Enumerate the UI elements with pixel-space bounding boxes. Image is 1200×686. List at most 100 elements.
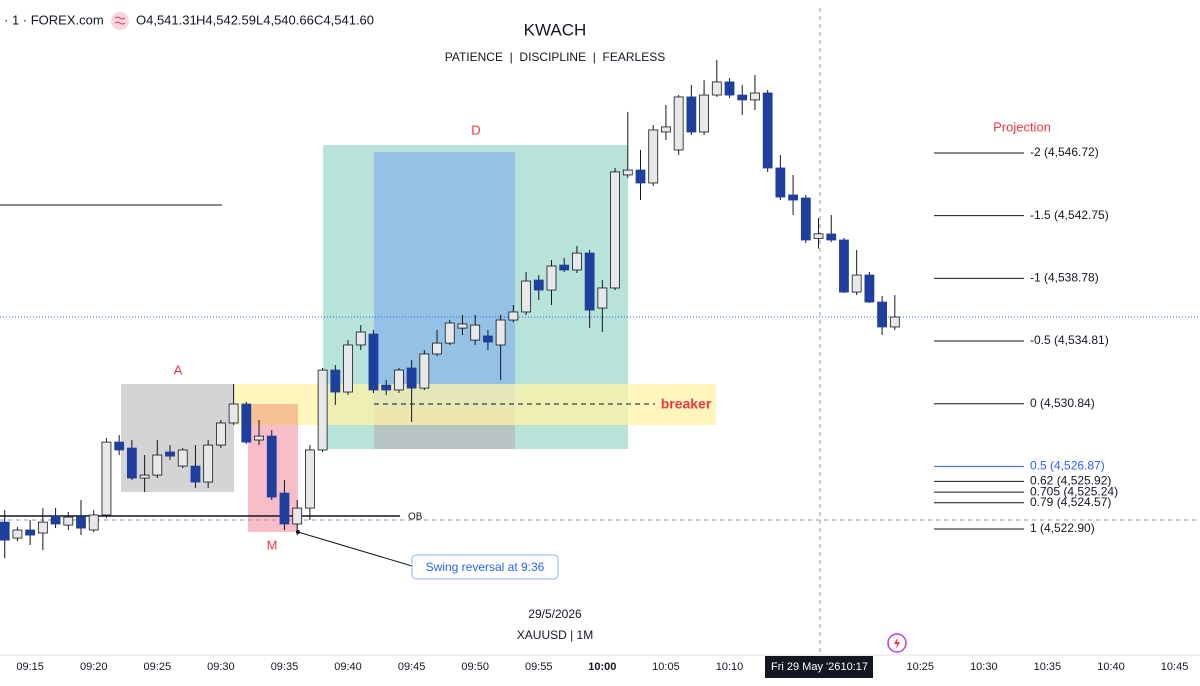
candle-body bbox=[750, 92, 760, 101]
candle-body bbox=[190, 465, 201, 483]
candle-body bbox=[76, 516, 86, 529]
label-d: D bbox=[471, 122, 480, 137]
crosshair-date: Fri 29 May '26 bbox=[771, 661, 840, 673]
flash-glyph bbox=[894, 637, 900, 649]
symbol: · 1 · FOREX.com bbox=[4, 12, 104, 27]
candle-body bbox=[533, 279, 544, 291]
status-icon-glyph bbox=[114, 16, 126, 25]
ohlc-open: O4,541.31 bbox=[136, 12, 197, 27]
candle-body bbox=[419, 353, 430, 389]
projection-label: 0.79 (4,524.57) bbox=[1030, 495, 1111, 509]
x-tick-label: 09:25 bbox=[144, 661, 172, 673]
chart-subtitle: PATIENCE | DISCIPLINE | FEARLESS bbox=[445, 50, 666, 64]
candle-body bbox=[241, 403, 252, 443]
candle-body bbox=[673, 96, 684, 151]
x-tick-label: 09:20 bbox=[80, 661, 108, 673]
candle-body bbox=[432, 342, 442, 355]
candle-body bbox=[215, 422, 226, 446]
candle-body bbox=[292, 507, 303, 525]
candle-body bbox=[139, 474, 150, 479]
x-tick-label: 09:40 bbox=[334, 661, 362, 673]
candle-body bbox=[826, 233, 837, 241]
candle-body bbox=[610, 171, 620, 289]
candle-body bbox=[317, 369, 328, 451]
ohlc-low: L4,540.66 bbox=[256, 12, 314, 27]
candle-body bbox=[889, 316, 900, 328]
x-tick-label: 09:50 bbox=[461, 661, 489, 673]
label-m: M bbox=[267, 537, 278, 552]
projection-label: 1 (4,522.90) bbox=[1030, 521, 1095, 535]
candle-body bbox=[63, 516, 74, 526]
candle-body bbox=[495, 319, 506, 346]
candle-body bbox=[12, 529, 23, 539]
candle-body bbox=[788, 194, 798, 201]
projection-label: 0.62 (4,525.92) bbox=[1030, 474, 1111, 488]
candle-body bbox=[521, 280, 531, 313]
x-tick-label: 10:05 bbox=[652, 661, 680, 673]
candle-body bbox=[177, 449, 188, 467]
x-tick-label: 09:45 bbox=[398, 661, 426, 673]
candle-body bbox=[483, 335, 493, 343]
candle-body bbox=[584, 252, 595, 311]
candle-body bbox=[724, 81, 735, 96]
x-tick-label: 09:15 bbox=[16, 661, 44, 673]
candle-body bbox=[279, 492, 290, 525]
x-tick-label: 09:35 bbox=[271, 661, 299, 673]
callout-box bbox=[411, 554, 559, 580]
candle-body bbox=[546, 265, 557, 291]
candle-body bbox=[699, 94, 709, 133]
projection-label: -1.5 (4,542.75) bbox=[1030, 208, 1109, 222]
label-breaker: breaker bbox=[661, 396, 712, 412]
projection-label: 0.705 (4,525.24) bbox=[1030, 484, 1118, 498]
zone-overlap bbox=[248, 404, 298, 425]
candle-body bbox=[381, 384, 392, 391]
instrument-label: XAUUSD | 1M bbox=[517, 628, 593, 642]
candle-body bbox=[864, 274, 875, 303]
candle-body bbox=[126, 447, 137, 479]
candles bbox=[0, 59, 900, 559]
label-a: A bbox=[174, 362, 183, 377]
candle-body bbox=[661, 126, 671, 133]
candle-body bbox=[851, 274, 862, 293]
candle-body bbox=[800, 197, 811, 241]
crosshair-label-box bbox=[765, 656, 873, 678]
candle-body bbox=[686, 96, 697, 133]
candle-body bbox=[304, 449, 315, 509]
x-tick-label: 10:30 bbox=[970, 661, 998, 673]
candle-body bbox=[50, 515, 61, 525]
x-tick-label: 10:45 bbox=[1161, 661, 1189, 673]
candle-body bbox=[343, 344, 353, 393]
chart-title: KWACH bbox=[524, 20, 587, 39]
candle-body bbox=[266, 435, 277, 498]
candle-body bbox=[394, 369, 404, 391]
callout-text: Swing reversal at 9:36 bbox=[426, 560, 545, 574]
date-label: 29/5/2026 bbox=[528, 607, 582, 621]
candle-body bbox=[0, 521, 10, 541]
projection-label: -1 (4,538.78) bbox=[1030, 271, 1099, 285]
projection-label: 0.5 (4,526.87) bbox=[1030, 459, 1105, 473]
flash-icon[interactable] bbox=[887, 633, 907, 653]
x-tick-label: 09:55 bbox=[525, 661, 553, 673]
projection-label: -0.5 (4,534.81) bbox=[1030, 333, 1109, 347]
projection-label: 0 (4,530.84) bbox=[1030, 396, 1095, 410]
x-tick-label: 10:10 bbox=[716, 661, 744, 673]
candle-body bbox=[762, 92, 773, 169]
candle-body bbox=[152, 454, 163, 476]
status-icon bbox=[111, 12, 129, 30]
candle-body bbox=[406, 367, 417, 389]
candle-body bbox=[648, 129, 659, 184]
candle-body bbox=[37, 521, 48, 534]
candle-body bbox=[813, 233, 824, 239]
candle-body bbox=[228, 403, 239, 424]
candle-body bbox=[101, 441, 112, 516]
candle-body bbox=[572, 252, 582, 271]
candle-body bbox=[775, 167, 786, 198]
candle-body bbox=[88, 514, 99, 531]
x-tick-label: 09:30 bbox=[207, 661, 235, 673]
projection-label: -2 (4,546.72) bbox=[1030, 145, 1099, 159]
zone-a bbox=[121, 384, 234, 492]
candle-body bbox=[622, 169, 633, 176]
candle-body bbox=[877, 301, 888, 328]
